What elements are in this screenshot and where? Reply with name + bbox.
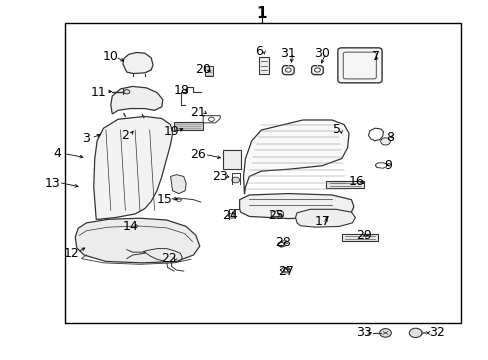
Text: 29: 29	[355, 229, 371, 242]
Circle shape	[379, 329, 390, 337]
Text: 10: 10	[102, 50, 119, 63]
Bar	[341, 234, 377, 241]
Text: 9: 9	[383, 159, 391, 172]
Text: 5: 5	[332, 123, 340, 136]
Text: 14: 14	[122, 220, 138, 233]
Circle shape	[408, 328, 421, 338]
Text: 1: 1	[256, 6, 266, 21]
Bar	[325, 181, 364, 188]
Circle shape	[228, 213, 235, 218]
FancyBboxPatch shape	[337, 48, 381, 83]
Text: 2: 2	[121, 129, 129, 142]
Bar	[204, 66, 213, 76]
Text: 24: 24	[222, 209, 237, 222]
Text: 22: 22	[161, 252, 177, 265]
Polygon shape	[75, 218, 200, 263]
Circle shape	[380, 138, 389, 145]
Text: 27: 27	[277, 265, 293, 278]
Text: 7: 7	[371, 50, 379, 63]
Text: 15: 15	[156, 193, 172, 206]
Text: 19: 19	[163, 125, 179, 138]
Polygon shape	[94, 116, 172, 219]
Text: 20: 20	[195, 63, 211, 76]
Polygon shape	[295, 209, 355, 227]
Text: 33: 33	[355, 327, 371, 339]
Text: 16: 16	[348, 175, 364, 188]
Text: 17: 17	[314, 215, 329, 228]
Text: 31: 31	[280, 47, 296, 60]
Polygon shape	[170, 175, 186, 194]
Text: 23: 23	[212, 170, 227, 183]
Bar	[64, 23, 460, 323]
Circle shape	[231, 177, 239, 183]
Text: 26: 26	[190, 148, 206, 162]
Text: 32: 32	[428, 327, 444, 339]
Text: 4: 4	[53, 147, 61, 160]
Polygon shape	[239, 194, 353, 219]
Text: 12: 12	[64, 247, 80, 260]
Polygon shape	[122, 53, 153, 73]
Text: 18: 18	[173, 84, 189, 97]
Bar	[222, 150, 241, 169]
Text: 3: 3	[82, 132, 90, 145]
Text: 21: 21	[190, 105, 206, 119]
Text: 6: 6	[255, 45, 263, 58]
Text: 11: 11	[91, 86, 106, 99]
Text: 8: 8	[386, 131, 393, 144]
Bar	[174, 122, 203, 130]
Bar	[259, 58, 268, 73]
Text: 30: 30	[314, 47, 329, 60]
Polygon shape	[243, 120, 348, 194]
Text: 28: 28	[275, 236, 291, 249]
Polygon shape	[111, 86, 163, 114]
Circle shape	[123, 90, 129, 94]
Text: 13: 13	[44, 177, 60, 190]
Text: 25: 25	[267, 209, 284, 222]
